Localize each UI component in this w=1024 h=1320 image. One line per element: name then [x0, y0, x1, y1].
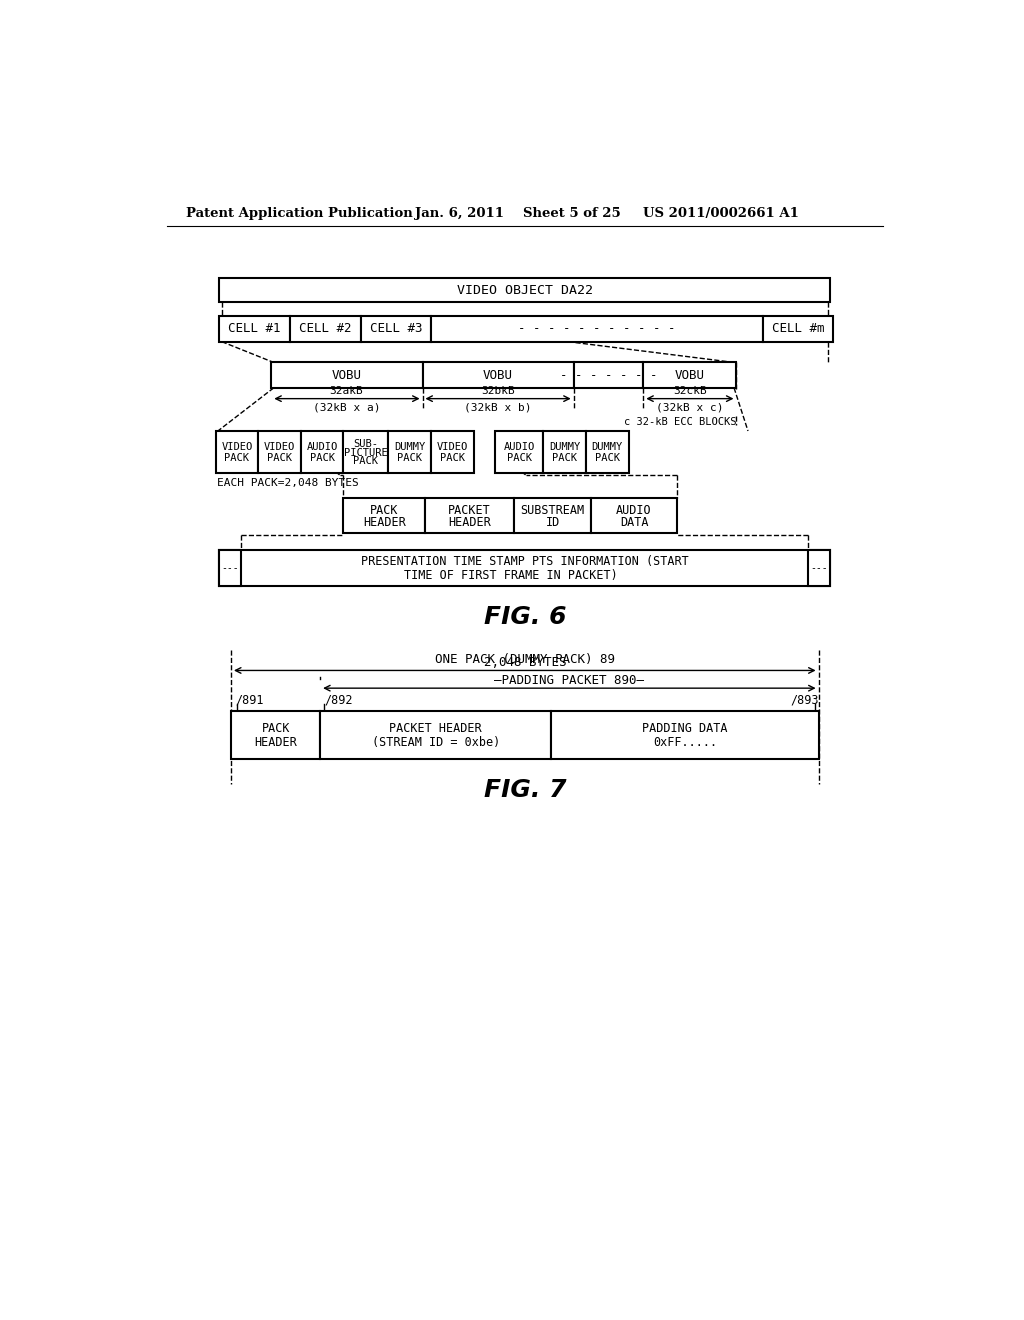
Text: AUDIO: AUDIO — [616, 504, 652, 517]
Text: VOBU: VOBU — [483, 368, 513, 381]
Text: SUBSTREAM: SUBSTREAM — [520, 504, 585, 517]
Bar — [271, 363, 423, 388]
Text: TIME OF FIRST FRAME IN PACKET): TIME OF FIRST FRAME IN PACKET) — [404, 569, 617, 582]
Bar — [343, 432, 388, 474]
Text: PACK: PACK — [552, 453, 578, 463]
Text: - - - - - - - - - - -: - - - - - - - - - - - — [518, 322, 676, 335]
Bar — [301, 432, 343, 474]
Text: 2,048 BYTES: 2,048 BYTES — [483, 656, 566, 669]
Bar — [258, 432, 301, 474]
Text: VIDEO: VIDEO — [221, 442, 253, 451]
Text: /891: /891 — [236, 693, 264, 706]
Text: DUMMY: DUMMY — [592, 442, 623, 451]
Text: PACK: PACK — [224, 453, 250, 463]
Text: FIG. 6: FIG. 6 — [483, 605, 566, 628]
Text: VOBU: VOBU — [332, 368, 361, 381]
Text: 32bkB: 32bkB — [481, 385, 514, 396]
Text: VIDEO: VIDEO — [436, 442, 468, 451]
Text: PADDING DATA: PADDING DATA — [642, 722, 728, 735]
Bar — [321, 711, 551, 759]
Text: FIG. 7: FIG. 7 — [483, 777, 566, 801]
Bar — [643, 363, 736, 388]
Text: PACK: PACK — [267, 453, 292, 463]
Text: - - - - - - -: - - - - - - - — [560, 368, 657, 381]
Text: PACK: PACK — [595, 453, 620, 463]
Bar — [573, 363, 643, 388]
Text: AUDIO: AUDIO — [504, 442, 535, 451]
Bar — [431, 432, 474, 474]
Text: AUDIO: AUDIO — [306, 442, 338, 451]
Text: (32kB x c): (32kB x c) — [656, 403, 724, 413]
Bar — [219, 317, 290, 342]
Text: 32ckB: 32ckB — [673, 385, 707, 396]
Bar — [431, 317, 763, 342]
Bar — [219, 277, 830, 302]
Text: DUMMY: DUMMY — [549, 442, 581, 451]
Bar — [496, 432, 544, 474]
Bar — [231, 711, 321, 759]
Text: HEADER: HEADER — [449, 516, 490, 529]
Text: /893: /893 — [791, 693, 819, 706]
Text: PACK: PACK — [309, 453, 335, 463]
Text: CELL #2: CELL #2 — [299, 322, 351, 335]
Text: (32kB x b): (32kB x b) — [464, 403, 531, 413]
Text: (STREAM ID = 0xbe): (STREAM ID = 0xbe) — [372, 737, 500, 750]
Text: 0xFF.....: 0xFF..... — [652, 737, 717, 750]
Text: PACK: PACK — [370, 504, 398, 517]
Text: —PADDING PACKET 890—: —PADDING PACKET 890— — [495, 675, 644, 686]
Text: PACK: PACK — [507, 453, 531, 463]
Text: VIDEO OBJECT DA22: VIDEO OBJECT DA22 — [457, 284, 593, 297]
Text: CELL #1: CELL #1 — [228, 322, 281, 335]
Bar — [763, 317, 834, 342]
Text: 32akB: 32akB — [330, 385, 364, 396]
Text: US 2011/0002661 A1: US 2011/0002661 A1 — [643, 207, 800, 220]
Text: PRESENTATION TIME STAMP PTS INFORMATION (START: PRESENTATION TIME STAMP PTS INFORMATION … — [360, 554, 689, 568]
Text: CELL #m: CELL #m — [772, 322, 824, 335]
Text: (32kB x a): (32kB x a) — [312, 403, 380, 413]
Text: ID: ID — [546, 516, 560, 529]
Text: c 32-kB ECC BLOCKS: c 32-kB ECC BLOCKS — [624, 417, 736, 426]
Bar — [219, 550, 830, 586]
Text: PACKET HEADER: PACKET HEADER — [389, 722, 482, 735]
Text: PICTURE: PICTURE — [344, 447, 388, 458]
Bar — [219, 550, 241, 586]
Bar — [551, 711, 818, 759]
Text: Sheet 5 of 25: Sheet 5 of 25 — [523, 207, 621, 220]
Text: HEADER: HEADER — [362, 516, 406, 529]
Bar — [544, 432, 586, 474]
Bar — [809, 550, 830, 586]
Text: SUB-: SUB- — [353, 440, 379, 449]
Bar — [514, 498, 592, 533]
Text: PACK: PACK — [353, 457, 379, 466]
Text: VIDEO: VIDEO — [264, 442, 295, 451]
Text: Jan. 6, 2011: Jan. 6, 2011 — [415, 207, 504, 220]
Text: DATA: DATA — [620, 516, 648, 529]
Text: /892: /892 — [324, 693, 352, 706]
Text: CELL #3: CELL #3 — [370, 322, 422, 335]
Bar — [423, 363, 573, 388]
Bar — [290, 317, 360, 342]
Text: ---: --- — [221, 564, 240, 573]
Text: Patent Application Publication: Patent Application Publication — [186, 207, 413, 220]
Bar — [586, 432, 629, 474]
Bar — [216, 432, 258, 474]
Text: DUMMY: DUMMY — [394, 442, 425, 451]
Text: PACK: PACK — [397, 453, 422, 463]
Text: PACK: PACK — [261, 722, 290, 735]
Text: ONE PACK (DUMMY PACK) 89: ONE PACK (DUMMY PACK) 89 — [435, 653, 614, 667]
Text: PACK: PACK — [440, 453, 465, 463]
Text: ---: --- — [810, 564, 828, 573]
Text: EACH PACK=2,048 BYTES: EACH PACK=2,048 BYTES — [217, 478, 358, 488]
Text: PACKET: PACKET — [449, 504, 490, 517]
Bar — [388, 432, 431, 474]
Bar — [343, 498, 425, 533]
Bar — [425, 498, 514, 533]
Text: HEADER: HEADER — [254, 737, 297, 750]
Text: VOBU: VOBU — [675, 368, 705, 381]
Bar — [360, 317, 431, 342]
Bar — [592, 498, 677, 533]
